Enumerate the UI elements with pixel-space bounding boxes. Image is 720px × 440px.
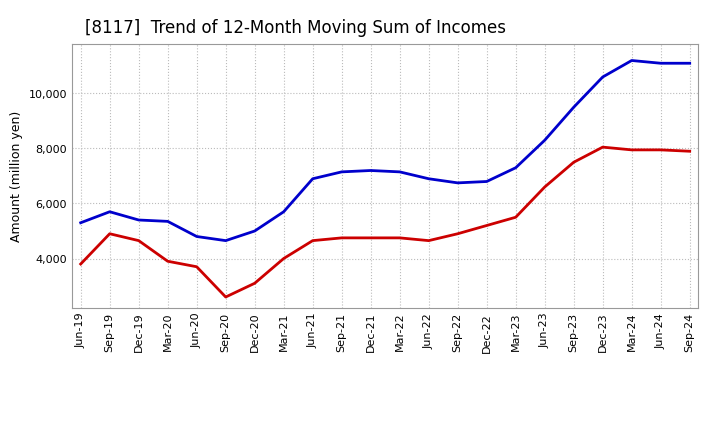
Net Income — [163, 259, 172, 264]
Ordinary Income — [163, 219, 172, 224]
Net Income — [251, 281, 259, 286]
Net Income — [598, 144, 607, 150]
Net Income — [685, 149, 694, 154]
Ordinary Income — [598, 74, 607, 80]
Net Income — [627, 147, 636, 153]
Net Income — [308, 238, 317, 243]
Net Income — [135, 238, 143, 243]
Line: Ordinary Income: Ordinary Income — [81, 61, 690, 241]
Net Income — [105, 231, 114, 236]
Ordinary Income — [685, 61, 694, 66]
Ordinary Income — [541, 138, 549, 143]
Ordinary Income — [105, 209, 114, 214]
Ordinary Income — [251, 228, 259, 234]
Net Income — [657, 147, 665, 153]
Net Income — [279, 256, 288, 261]
Line: Net Income: Net Income — [81, 147, 690, 297]
Ordinary Income — [511, 165, 520, 170]
Ordinary Income — [279, 209, 288, 214]
Net Income — [482, 223, 491, 228]
Ordinary Income — [192, 234, 201, 239]
Ordinary Income — [338, 169, 346, 175]
Ordinary Income — [366, 168, 375, 173]
Net Income — [454, 231, 462, 236]
Ordinary Income — [135, 217, 143, 223]
Net Income — [395, 235, 404, 241]
Net Income — [570, 160, 578, 165]
Ordinary Income — [308, 176, 317, 181]
Ordinary Income — [424, 176, 433, 181]
Ordinary Income — [657, 61, 665, 66]
Net Income — [366, 235, 375, 241]
Ordinary Income — [221, 238, 230, 243]
Ordinary Income — [76, 220, 85, 225]
Ordinary Income — [454, 180, 462, 186]
Ordinary Income — [395, 169, 404, 175]
Ordinary Income — [570, 105, 578, 110]
Y-axis label: Amount (million yen): Amount (million yen) — [10, 110, 23, 242]
Net Income — [338, 235, 346, 241]
Net Income — [511, 215, 520, 220]
Text: [8117]  Trend of 12-Month Moving Sum of Incomes: [8117] Trend of 12-Month Moving Sum of I… — [84, 19, 505, 37]
Ordinary Income — [627, 58, 636, 63]
Net Income — [424, 238, 433, 243]
Ordinary Income — [482, 179, 491, 184]
Net Income — [76, 261, 85, 267]
Net Income — [221, 294, 230, 300]
Net Income — [541, 184, 549, 190]
Net Income — [192, 264, 201, 269]
